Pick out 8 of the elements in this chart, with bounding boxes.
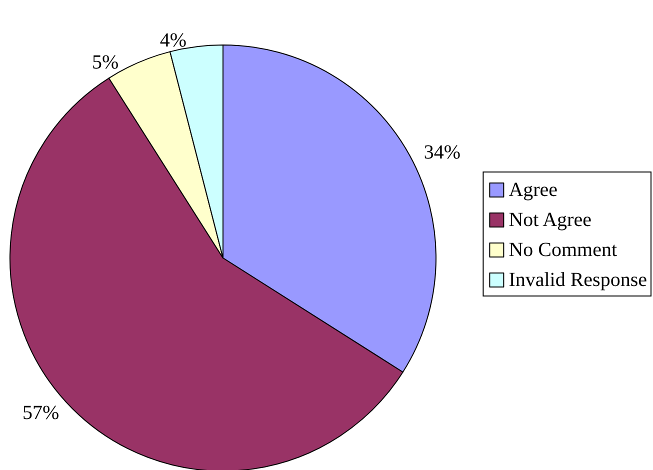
data-label: 57% [22,402,60,424]
legend-label: Invalid Response [508,269,648,291]
data-label: 5% [92,52,119,74]
legend-label: No Comment [508,239,618,261]
legend-label: Not Agree [508,209,592,231]
legend-label: Agree [508,179,558,201]
data-label: 34% [424,141,461,164]
data-label: 4% [160,30,187,52]
